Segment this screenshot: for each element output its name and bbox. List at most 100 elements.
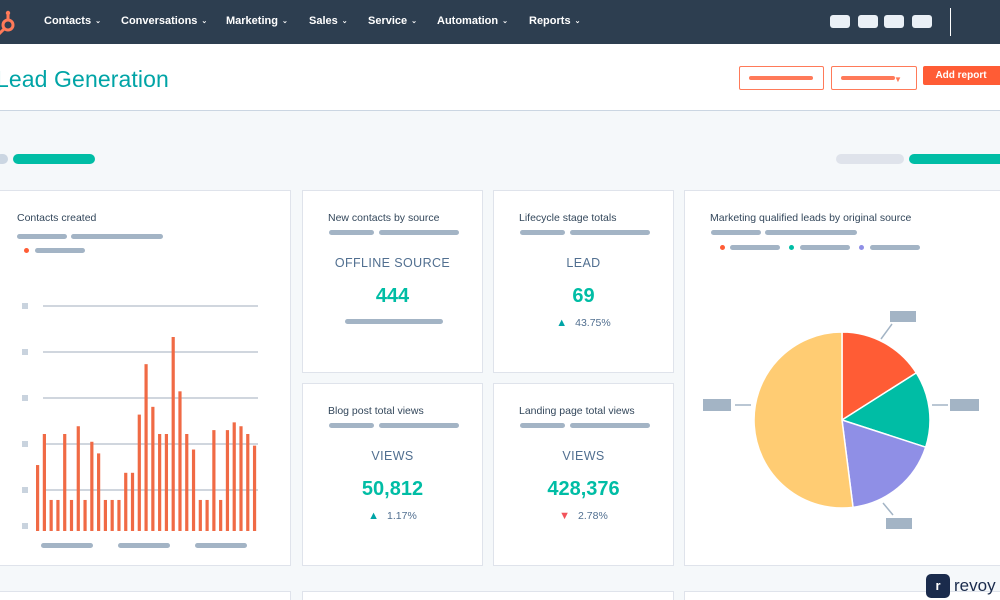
secondary-action-button[interactable]	[739, 66, 824, 90]
nav-reports[interactable]: Reports ⌄	[529, 15, 580, 27]
pie-leader-line	[882, 502, 894, 516]
hubspot-logo-icon[interactable]	[0, 10, 20, 36]
card-partial[interactable]	[0, 591, 291, 600]
nav-label: Sales	[309, 15, 338, 27]
y-tick-placeholder	[22, 441, 28, 447]
chart-bar	[97, 453, 101, 531]
chart-bar	[151, 406, 155, 531]
filter-active-placeholder[interactable]	[909, 154, 1000, 164]
card-partial[interactable]	[684, 591, 1000, 600]
chart-bar	[239, 426, 243, 531]
nav-utility-button[interactable]	[830, 15, 850, 28]
nav-conversations[interactable]: Conversations ⌄	[121, 15, 207, 27]
chart-bar	[205, 499, 209, 531]
filter-placeholder[interactable]	[0, 154, 8, 164]
chevron-down-icon: ⌄	[574, 18, 581, 25]
nav-marketing[interactable]: Marketing ⌄	[226, 15, 288, 27]
chart-bar	[185, 434, 189, 531]
pie-label-placeholder	[890, 311, 916, 322]
pie-label-placeholder	[950, 399, 979, 411]
chart-bar	[225, 430, 230, 531]
x-tick-label-placeholder	[118, 543, 170, 548]
chart-bar	[212, 430, 216, 531]
dropdown-button[interactable]: ▼	[831, 66, 917, 90]
card-title: Contacts created	[17, 212, 97, 224]
chart-bar	[219, 499, 223, 531]
chart-bar	[198, 499, 202, 531]
chart-bar	[90, 441, 94, 531]
chart-bar	[110, 499, 114, 531]
legend-dot	[789, 245, 794, 250]
chart-bar	[191, 449, 196, 531]
trend-up-icon: ▲	[556, 317, 568, 329]
metric-label: LEAD	[566, 256, 601, 270]
caret-down-icon: ▼	[894, 75, 902, 84]
subtitle-placeholder	[71, 234, 163, 239]
legend-dot	[859, 245, 864, 250]
nav-label: Conversations	[121, 15, 198, 27]
add-report-button[interactable]: Add report	[923, 66, 1000, 85]
pie-slice	[841, 418, 927, 509]
subtitle-placeholder	[570, 230, 650, 235]
chevron-down-icon: ⌄	[502, 18, 508, 25]
metric-value: 428,376	[547, 478, 620, 500]
chart-bar	[178, 391, 182, 531]
top-nav: Contacts ⌄ Conversations ⌄ Marketing ⌄ Sale…	[0, 0, 1000, 44]
nav-automation[interactable]: Automation ⌄	[437, 15, 508, 27]
card-landing-page-total-views[interactable]: Landing page total views VIEWS 428,376 ▼…	[493, 383, 674, 566]
card-partial[interactable]	[302, 591, 674, 600]
nav-utility-button[interactable]	[858, 15, 878, 28]
card-mql-by-original-source[interactable]: Marketing qualified leads by original so…	[684, 190, 1000, 566]
revoy-watermark: r revoy	[926, 573, 996, 598]
card-new-contacts-by-source[interactable]: New contacts by source OFFLINE SOURCE 44…	[302, 190, 483, 373]
metric-label: VIEWS	[371, 449, 414, 463]
metric-value: 69	[572, 285, 595, 307]
nav-label: Contacts	[44, 15, 92, 27]
y-tick-placeholder	[22, 303, 28, 309]
nav-utility-button[interactable]	[912, 15, 932, 28]
subtitle-placeholder	[765, 230, 857, 235]
chart-bar	[246, 434, 250, 531]
metric-label: VIEWS	[562, 449, 605, 463]
nav-label: Service	[368, 15, 408, 27]
subtitle-placeholder	[520, 423, 565, 428]
legend-dot	[24, 248, 29, 253]
chevron-down-icon: ⌄	[341, 18, 348, 25]
delta-value: 43.75%	[575, 317, 611, 329]
nav-service[interactable]: Service ⌄	[368, 15, 417, 27]
chevron-down-icon: ⌄	[281, 18, 288, 25]
filter-placeholder[interactable]	[836, 154, 904, 164]
chevron-down-icon: ⌄	[201, 18, 208, 25]
subtitle-placeholder	[379, 230, 459, 235]
subtitle-placeholder	[17, 234, 67, 239]
pie-leader-line	[880, 323, 893, 340]
nav-sales[interactable]: Sales ⌄	[309, 15, 348, 27]
chart-bar	[158, 434, 162, 531]
filter-active-placeholder[interactable]	[13, 154, 95, 164]
legend-label-placeholder	[870, 245, 920, 250]
card-contacts-created[interactable]: Contacts created	[0, 190, 291, 566]
chart-bar	[232, 422, 236, 531]
chart-bar	[103, 499, 107, 531]
legend-label-placeholder	[730, 245, 780, 250]
subtitle-placeholder	[379, 423, 459, 428]
button-label-placeholder	[841, 76, 895, 80]
chart-bar	[36, 465, 40, 531]
chart-bar	[42, 434, 46, 531]
nav-utility-button[interactable]	[884, 15, 904, 28]
nav-contacts[interactable]: Contacts ⌄	[44, 15, 101, 27]
card-title: Lifecycle stage totals	[519, 212, 617, 224]
chart-bar	[171, 337, 175, 531]
card-blog-post-total-views[interactable]: Blog post total views VIEWS 50,812 ▲ 1.17…	[302, 383, 483, 566]
chart-bar	[164, 434, 169, 531]
x-tick-label-placeholder	[41, 543, 93, 548]
delta-value: 2.78%	[578, 510, 608, 522]
pie-label-placeholder	[886, 518, 912, 529]
revoy-logo-icon: r	[926, 573, 950, 598]
pie-label-placeholder	[703, 399, 731, 411]
trend-up-icon: ▲	[368, 510, 380, 522]
chart-bar	[117, 499, 121, 531]
card-lifecycle-stage-totals[interactable]: Lifecycle stage totals LEAD 69 ▲ 43.75%	[493, 190, 674, 373]
subtitle-placeholder	[329, 230, 374, 235]
metric-delta: ▲ 1.17%	[303, 510, 482, 522]
